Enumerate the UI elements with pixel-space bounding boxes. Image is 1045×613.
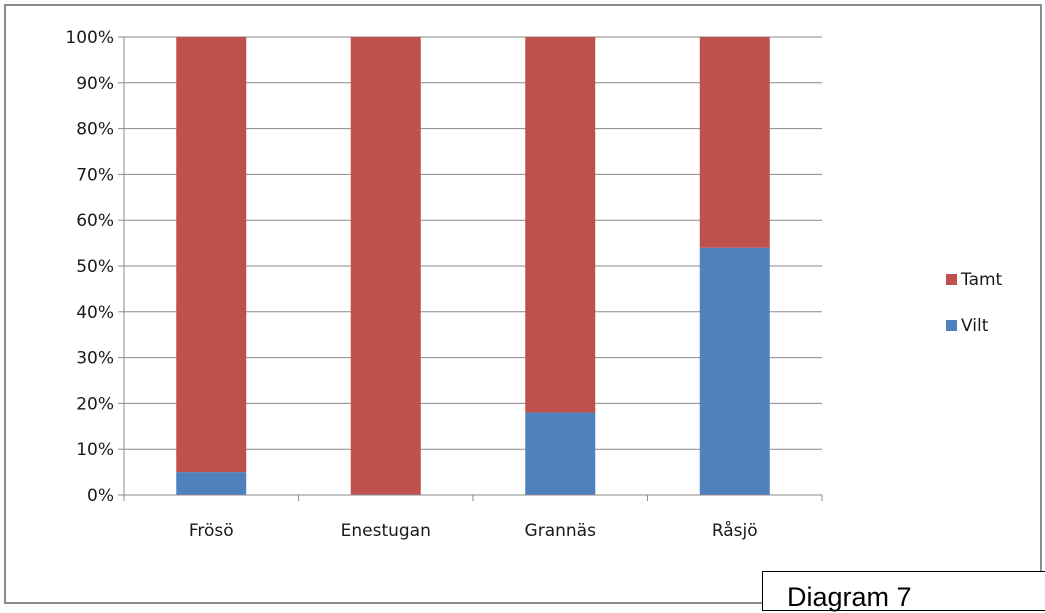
legend-swatch-tamt (946, 274, 957, 285)
y-tick-label: 60% (76, 211, 114, 231)
bars (176, 37, 770, 495)
bar-vilt-3 (525, 412, 596, 495)
y-tick-label: 100% (65, 28, 114, 48)
x-category-label: Råsjö (712, 520, 758, 541)
caption-box: Diagram 7 (762, 571, 1045, 612)
diagram-caption: Diagram 7 (787, 582, 912, 612)
bar-tamt-1 (176, 37, 247, 473)
y-tick-label: 40% (76, 303, 114, 323)
legend-label-vilt: Vilt (961, 316, 989, 336)
bar-tamt-2 (350, 37, 421, 495)
legend: Tamt Vilt (946, 270, 1003, 336)
legend-swatch-vilt (946, 320, 957, 331)
y-tick-label: 0% (87, 486, 114, 506)
y-tick-label: 20% (76, 394, 114, 414)
x-category-label: Frösö (189, 521, 234, 541)
stacked-bar-chart: 0% 10% 20% 30% 40% 50% 60% 70% 80% 90% 100% Frösö En… (65, 28, 1003, 541)
bar-tamt-3 (525, 37, 596, 413)
legend-label-tamt: Tamt (960, 270, 1003, 290)
x-category-label: Enestugan (341, 521, 431, 541)
y-tick-label: 80% (76, 120, 114, 140)
y-tick-label: 70% (76, 165, 114, 185)
bar-vilt-4 (699, 247, 770, 495)
y-tick-label: 90% (76, 74, 114, 94)
y-tick-label: 30% (76, 349, 114, 369)
bar-vilt-1 (176, 472, 247, 495)
axes: 0% 10% 20% 30% 40% 50% 60% 70% 80% 90% 100% Frösö En… (65, 28, 823, 541)
x-category-label: Grannäs (525, 521, 597, 541)
bar-tamt-4 (699, 37, 770, 248)
y-tick-label: 10% (76, 440, 114, 460)
chart-frame: 0% 10% 20% 30% 40% 50% 60% 70% 80% 90% 100% Frösö En… (4, 4, 1042, 604)
y-tick-label: 50% (76, 257, 114, 277)
